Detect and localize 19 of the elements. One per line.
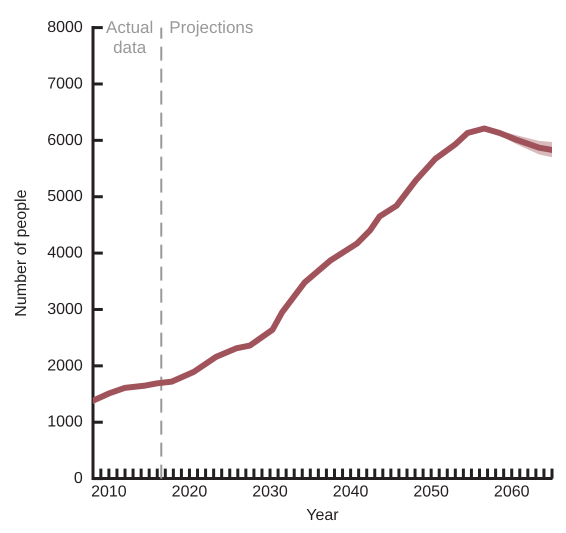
x-tick-label: 2020 <box>172 484 208 501</box>
y-tick-label: 5000 <box>47 188 83 206</box>
x-tick-label: 2050 <box>413 484 450 501</box>
y-tick-label: 8000 <box>47 19 83 36</box>
y-axis-title: Number of people <box>13 189 30 317</box>
x-tick-label: 2040 <box>332 484 368 501</box>
x-tick-label: 2010 <box>91 484 127 501</box>
annotation: Actual data <box>106 18 154 57</box>
y-tick-label: 7000 <box>47 75 83 92</box>
x-tick-label: 2060 <box>494 484 530 501</box>
x-tick-label: 2030 <box>252 484 288 501</box>
y-tick-label: 6000 <box>47 132 83 149</box>
y-tick-label: 0 <box>74 470 83 488</box>
y-tick-label: 3000 <box>47 300 83 318</box>
y-tick-label: 1000 <box>47 414 83 431</box>
y-tick-label: 4000 <box>47 244 83 262</box>
annotation: Projections <box>169 18 254 37</box>
y-tick-label: 2000 <box>47 357 83 374</box>
x-axis-title: Year <box>306 506 340 524</box>
